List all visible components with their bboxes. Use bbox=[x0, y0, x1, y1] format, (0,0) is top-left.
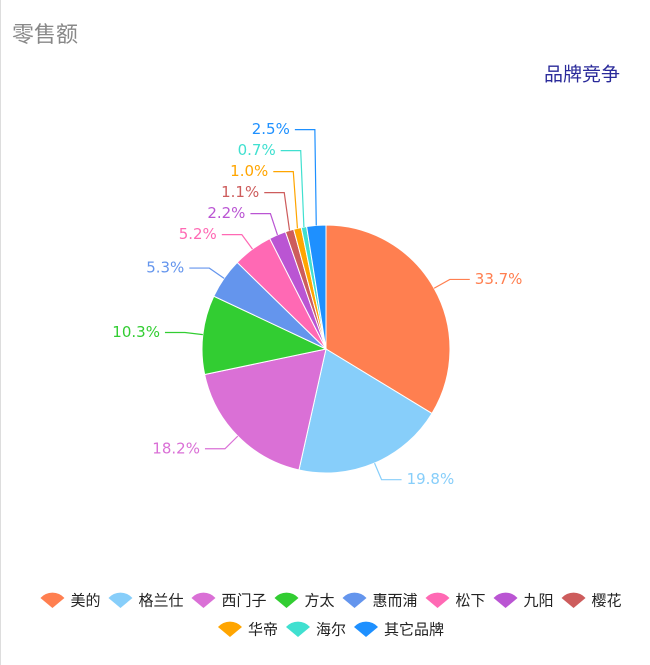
legend-label: 海尔 bbox=[316, 621, 346, 639]
value-label: 33.7% bbox=[475, 270, 523, 288]
legend-label: 方太 bbox=[304, 592, 334, 610]
legend-item[interactable]: 海尔 bbox=[285, 621, 346, 639]
legend-label: 格兰仕 bbox=[138, 592, 183, 610]
legend-label: 华帝 bbox=[248, 621, 278, 639]
value-label: 10.3% bbox=[112, 323, 160, 341]
value-label: 5.2% bbox=[179, 225, 217, 243]
legend-item[interactable]: 九阳 bbox=[493, 592, 554, 610]
legend-item[interactable]: 华帝 bbox=[217, 621, 278, 639]
legend-icon bbox=[285, 621, 310, 637]
pie bbox=[201, 224, 451, 474]
chart-title: 零售额 bbox=[12, 23, 78, 48]
legend-item[interactable]: 其它品牌 bbox=[354, 621, 444, 639]
legend-item[interactable]: 惠而浦 bbox=[342, 592, 418, 610]
value-label: 2.2% bbox=[207, 204, 245, 222]
legend-icon bbox=[191, 592, 216, 608]
legend-item[interactable]: 樱花 bbox=[561, 592, 622, 610]
value-label: 0.7% bbox=[238, 141, 276, 159]
legend-icon bbox=[40, 592, 65, 608]
legend-icon bbox=[342, 592, 367, 608]
legend-label: 美的 bbox=[70, 592, 100, 610]
value-label: 1.0% bbox=[230, 162, 268, 180]
pie-slice bbox=[298, 348, 433, 474]
leader-line bbox=[221, 234, 253, 250]
pie-slice bbox=[306, 224, 327, 350]
pie-slice bbox=[325, 224, 451, 415]
leader-line bbox=[373, 462, 402, 481]
leader-line bbox=[204, 435, 239, 450]
legend-item[interactable]: 松下 bbox=[425, 592, 486, 610]
leader-line bbox=[189, 267, 225, 279]
legend-icon bbox=[108, 592, 133, 608]
leader-line bbox=[250, 213, 279, 236]
value-label: 2.5% bbox=[252, 120, 290, 138]
legend-item[interactable]: 格兰仕 bbox=[108, 592, 183, 610]
value-label: 5.3% bbox=[146, 259, 184, 277]
legend-label: 其它品牌 bbox=[384, 621, 444, 639]
legend-label: 松下 bbox=[456, 592, 486, 610]
legend-icon bbox=[561, 592, 586, 608]
leader-line bbox=[273, 171, 299, 229]
value-label: 18.2% bbox=[152, 439, 200, 457]
leader-line bbox=[294, 129, 317, 226]
legend-item[interactable]: 美的 bbox=[40, 592, 100, 610]
legend-label: 九阳 bbox=[524, 592, 554, 610]
legend-label: 樱花 bbox=[592, 592, 622, 610]
leader-line bbox=[264, 192, 291, 231]
legend-icon bbox=[274, 592, 299, 608]
leader-line bbox=[433, 278, 470, 289]
value-label: 1.1% bbox=[221, 183, 259, 201]
pie-slice bbox=[201, 295, 328, 376]
legend-item[interactable]: 方太 bbox=[274, 592, 335, 610]
legend-icon bbox=[493, 592, 518, 608]
legend-icon bbox=[425, 592, 450, 608]
legend-item[interactable]: 西门子 bbox=[191, 592, 266, 610]
value-labels: 18.2% 10.3% 5.3% 5.2% 2.2% 1.1% 1.0% 0.7% 2.5% 33… bbox=[112, 120, 522, 488]
legend-icon bbox=[354, 621, 379, 637]
legend-label: 西门子 bbox=[221, 592, 266, 610]
leader-line bbox=[164, 331, 203, 336]
value-label: 19.8% bbox=[407, 470, 455, 488]
leader-line bbox=[280, 150, 305, 228]
legend-label: 惠而浦 bbox=[373, 592, 418, 610]
legend-icon bbox=[217, 621, 242, 637]
chart-subtitle: 品牌竞争 bbox=[544, 64, 620, 86]
